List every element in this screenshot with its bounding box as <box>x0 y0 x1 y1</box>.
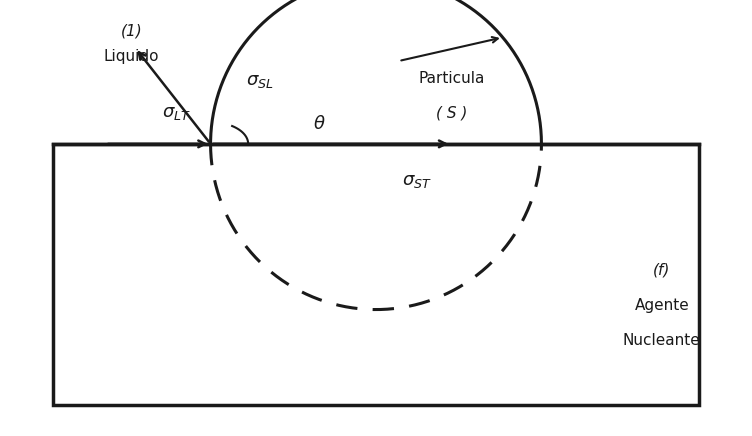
Text: Liquido: Liquido <box>104 49 159 64</box>
Text: $\sigma_{SL}$: $\sigma_{SL}$ <box>246 72 273 90</box>
Text: (f): (f) <box>653 263 671 278</box>
Text: (1): (1) <box>121 23 142 38</box>
Text: Agente: Agente <box>635 298 689 313</box>
Text: $\sigma_{LT}$: $\sigma_{LT}$ <box>162 104 191 123</box>
Text: $\sigma_{ST}$: $\sigma_{ST}$ <box>402 172 432 190</box>
Text: ( S ): ( S ) <box>435 106 467 121</box>
Text: Particula: Particula <box>418 71 484 86</box>
Text: $\theta$: $\theta$ <box>314 115 326 133</box>
Text: Nucleante: Nucleante <box>623 333 701 347</box>
